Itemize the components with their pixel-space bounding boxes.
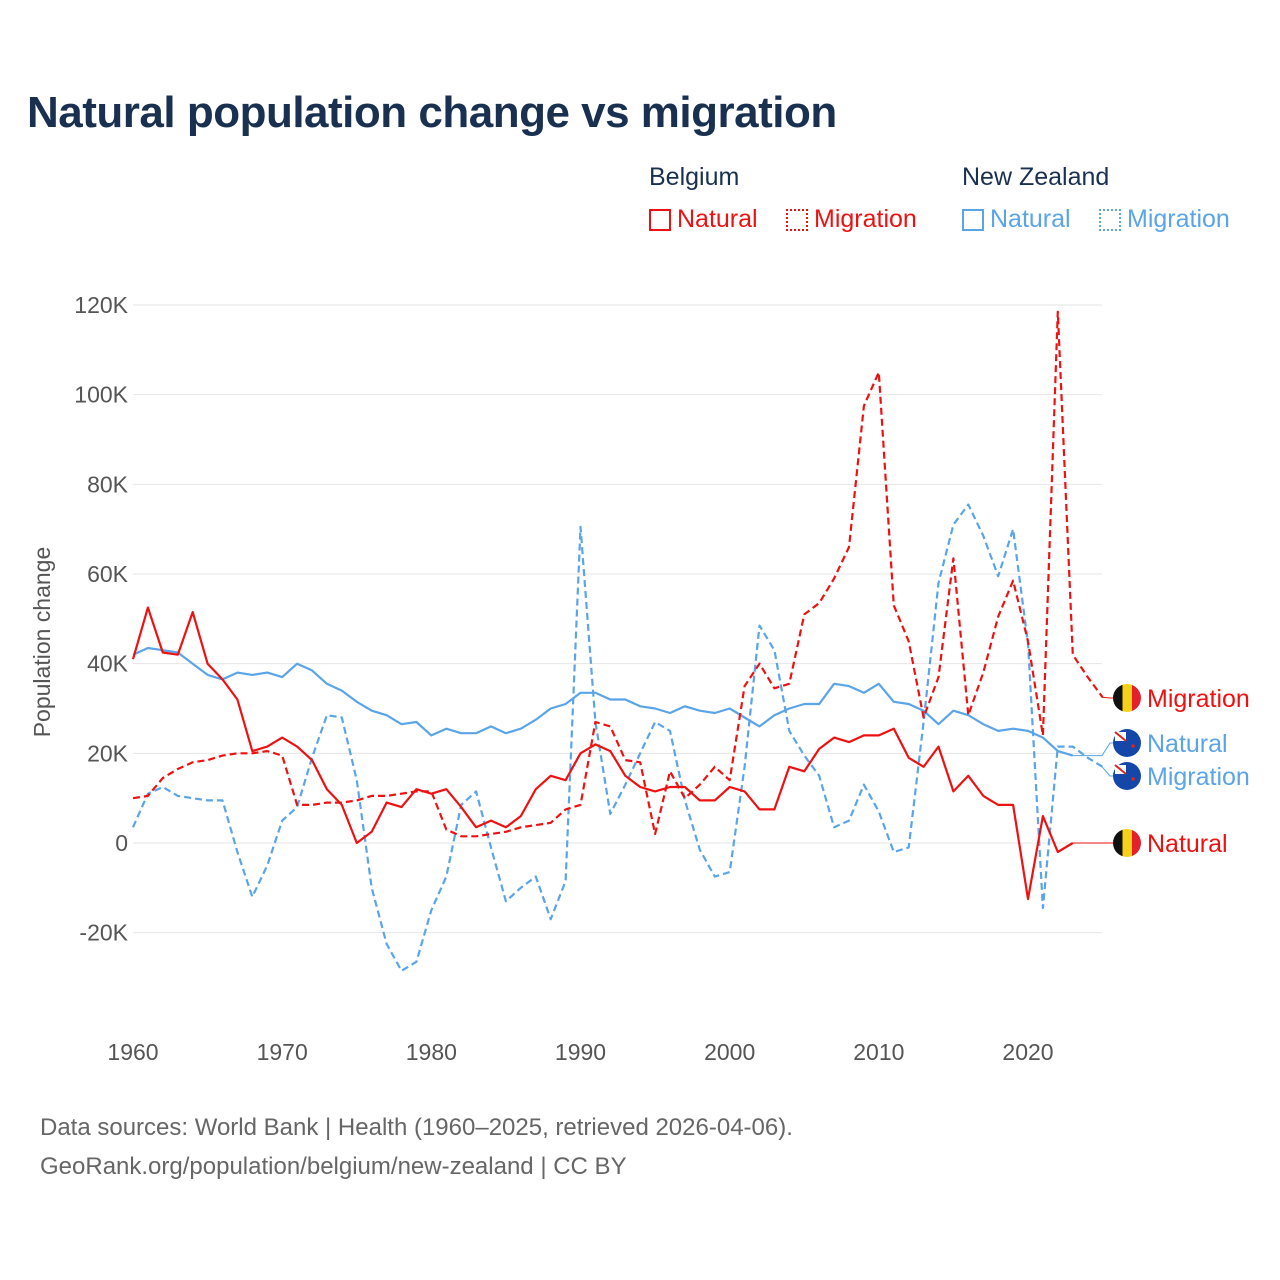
belgium-flag-icon <box>1113 829 1141 857</box>
dotted-swatch-icon <box>1099 208 1121 231</box>
new-zealand-flag-icon <box>1113 762 1141 790</box>
x-tick-label: 1990 <box>555 1039 606 1065</box>
flag-stripe-yellow <box>1122 829 1132 857</box>
end-label: Migration <box>1147 763 1250 791</box>
dotted-swatch-icon <box>786 208 808 231</box>
flag-stripe-yellow <box>1122 684 1132 712</box>
end-label-connector <box>1101 696 1114 699</box>
solid-swatch-icon <box>649 208 671 231</box>
legend-label: Natural <box>677 205 758 233</box>
legend-label: Migration <box>814 205 917 233</box>
x-tick-label: 2020 <box>1002 1039 1053 1065</box>
x-tick-label: 1970 <box>257 1039 308 1065</box>
legend-label: Migration <box>1127 205 1230 233</box>
legend-group-new-zealand: New Zealand <box>962 163 1110 191</box>
source-note: Data sources: World Bank | Health (1960–… <box>40 1108 793 1186</box>
flag-stripe-red <box>1132 684 1141 712</box>
y-tick-label: -20K <box>79 920 128 946</box>
y-tick-label: 0 <box>115 830 128 856</box>
end-label-connector <box>1100 766 1114 777</box>
source-line-1: Data sources: World Bank | Health (1960–… <box>40 1114 793 1141</box>
end-label: Migration <box>1147 685 1250 713</box>
series-line-belgium-migration <box>132 310 1104 838</box>
y-tick-label: 20K <box>87 740 129 766</box>
end-label: Natural <box>1147 730 1228 758</box>
legend-belgium-natural[interactable]: Natural <box>649 205 758 234</box>
flag-union-cross <box>1114 764 1127 775</box>
legend-nz-natural[interactable]: Natural <box>962 205 1071 234</box>
flag-stripe-black <box>1113 829 1123 857</box>
chart-title: Natural population change vs migration <box>27 88 837 137</box>
series-line-new-zealand-migration <box>131 503 1104 972</box>
legend-group-belgium: Belgium <box>649 163 740 191</box>
x-tick-label: 2010 <box>853 1039 904 1065</box>
legend-nz-migration[interactable]: Migration <box>1099 205 1230 234</box>
legend-belgium-migration[interactable]: Migration <box>786 205 917 234</box>
belgium-flag-icon <box>1113 684 1141 712</box>
y-axis-label: Population change <box>29 547 55 738</box>
y-tick-label: 120K <box>74 292 128 318</box>
x-tick-label: 2000 <box>704 1039 755 1065</box>
y-tick-label: 40K <box>87 651 129 677</box>
series-line-new-zealand-natural <box>132 646 1074 757</box>
y-tick-label: 60K <box>87 561 129 587</box>
flag-union-cross <box>1114 731 1127 742</box>
legend-label: Natural <box>990 205 1071 233</box>
solid-swatch-icon <box>962 208 984 231</box>
flag-stripe-black <box>1113 684 1123 712</box>
new-zealand-flag-icon <box>1113 729 1141 757</box>
y-tick-label: 100K <box>74 382 128 408</box>
flag-star <box>1131 777 1135 781</box>
flag-star <box>1131 744 1135 748</box>
end-label-connector <box>1072 742 1114 757</box>
x-tick-label: 1980 <box>406 1039 457 1065</box>
y-tick-label: 80K <box>87 471 129 497</box>
series-line-belgium-natural <box>131 606 1074 901</box>
source-line-2[interactable]: GeoRank.org/population/belgium/new-zeala… <box>40 1153 627 1180</box>
x-tick-label: 1960 <box>107 1039 158 1065</box>
flag-stripe-red <box>1132 829 1141 857</box>
end-label: Natural <box>1147 830 1228 858</box>
